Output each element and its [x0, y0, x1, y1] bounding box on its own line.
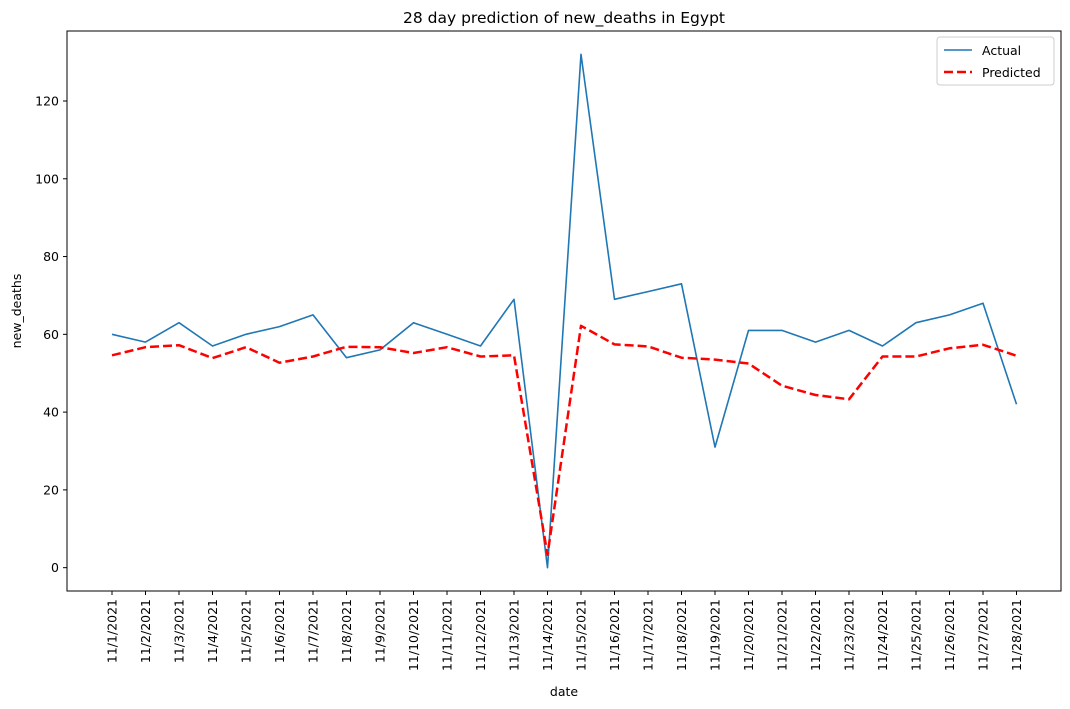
x-tick-label: 11/22/2021 — [808, 599, 823, 671]
x-tick-label: 11/23/2021 — [842, 599, 857, 671]
x-tick-label: 11/11/2021 — [440, 599, 455, 671]
x-tick-label: 11/28/2021 — [1009, 599, 1024, 671]
legend-label-actual: Actual — [982, 43, 1021, 58]
x-tick-label: 11/2/2021 — [138, 599, 153, 663]
x-axis: 11/1/2021 11/2/2021 11/3/2021 11/4/2021 11/5… — [105, 591, 1024, 671]
y-tick-label: 40 — [43, 405, 59, 420]
x-tick-label: 11/3/2021 — [172, 599, 187, 663]
x-tick-label: 11/16/2021 — [607, 599, 622, 671]
y-tick-label: 60 — [43, 327, 59, 342]
legend: Actual Predicted — [936, 36, 1055, 86]
series-line-actual — [111, 53, 1018, 569]
y-axis: 0 20 40 60 80 100 120 — [35, 94, 67, 575]
x-tick-label: 11/15/2021 — [574, 599, 589, 671]
x-tick-label: 11/5/2021 — [239, 599, 254, 663]
legend-box — [936, 36, 1055, 86]
x-tick-label: 11/9/2021 — [373, 599, 388, 663]
x-axis-label: date — [550, 684, 578, 699]
x-tick-label: 11/13/2021 — [507, 599, 522, 671]
x-tick-label: 11/19/2021 — [708, 599, 723, 671]
x-tick-label: 11/1/2021 — [105, 599, 120, 663]
x-tick-label: 11/4/2021 — [205, 599, 220, 663]
x-tick-label: 11/21/2021 — [775, 599, 790, 671]
x-tick-label: 11/10/2021 — [406, 599, 421, 671]
x-tick-label: 11/18/2021 — [674, 599, 689, 671]
x-tick-label: 11/7/2021 — [306, 599, 321, 663]
x-tick-label: 11/24/2021 — [875, 599, 890, 671]
y-tick-label: 20 — [43, 482, 59, 497]
series-line-predicted — [111, 324, 1017, 557]
x-tick-label: 11/26/2021 — [942, 599, 957, 671]
x-tick-label: 11/12/2021 — [473, 599, 488, 671]
x-tick-label: 11/20/2021 — [741, 599, 756, 671]
y-axis-label: new_deaths — [9, 274, 24, 349]
y-tick-label: 120 — [35, 94, 59, 109]
y-tick-label: 0 — [51, 560, 59, 575]
chart-title: 28 day prediction of new_deaths in Egypt — [403, 9, 725, 28]
y-tick-label: 80 — [43, 249, 59, 264]
x-tick-label: 11/27/2021 — [976, 599, 991, 671]
plot-area — [111, 53, 1018, 569]
x-tick-label: 11/14/2021 — [540, 599, 555, 671]
y-tick-label: 100 — [35, 171, 59, 186]
x-tick-label: 11/17/2021 — [641, 599, 656, 671]
legend-label-predicted: Predicted — [982, 65, 1041, 80]
plot-frame — [66, 30, 1062, 592]
x-tick-label: 11/8/2021 — [339, 599, 354, 663]
x-tick-label: 11/25/2021 — [909, 599, 924, 671]
x-tick-label: 11/6/2021 — [272, 599, 287, 663]
